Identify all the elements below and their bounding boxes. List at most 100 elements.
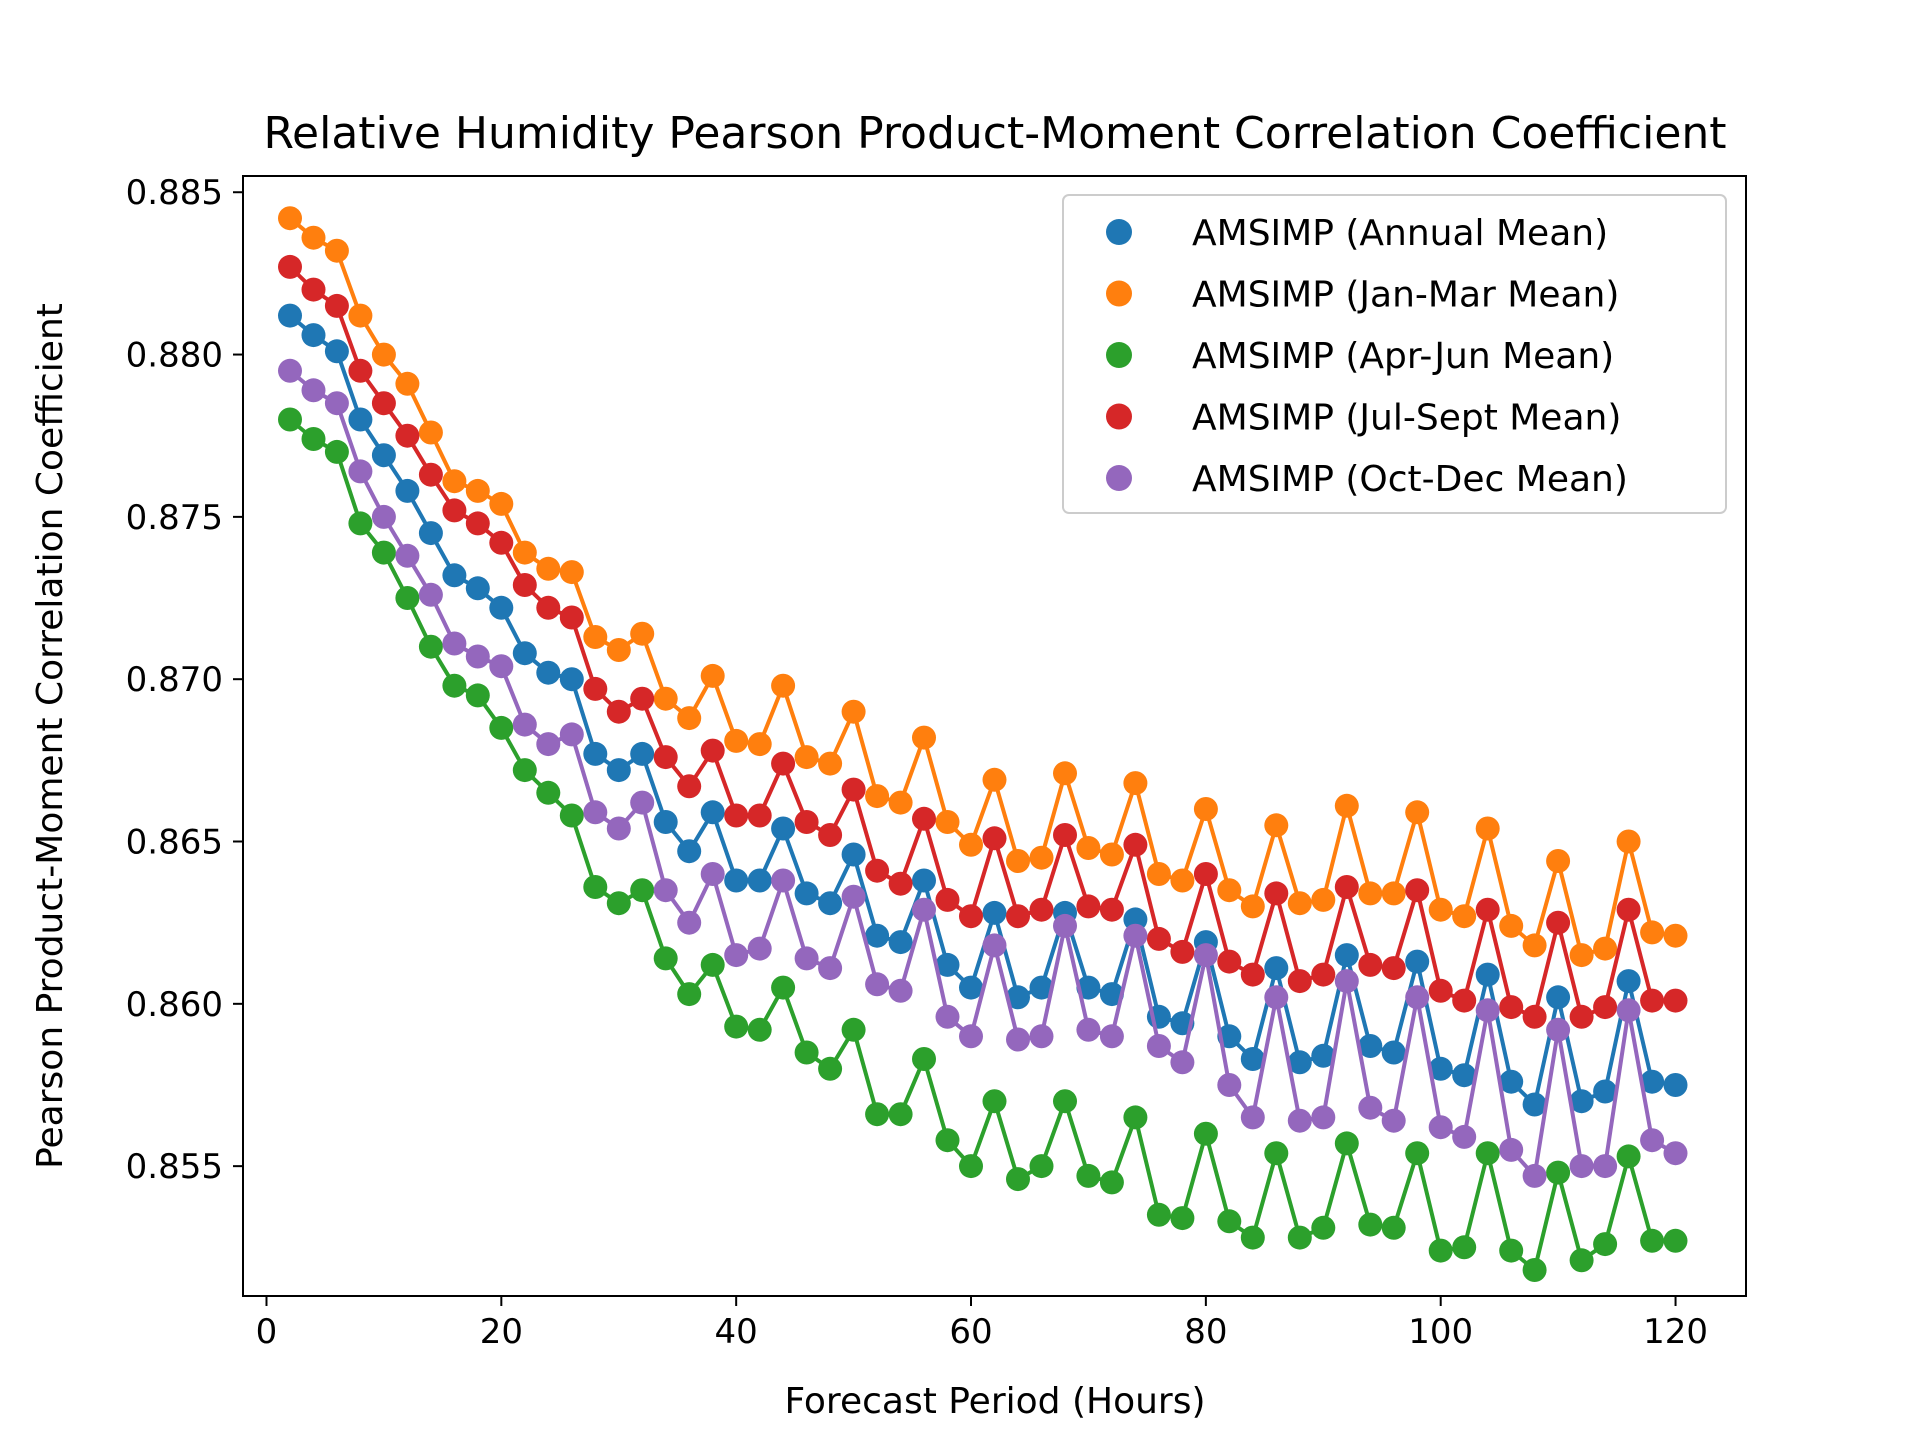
data-point <box>888 1102 913 1127</box>
x-tick-label: 100 <box>1408 1312 1473 1352</box>
data-point <box>324 391 349 416</box>
data-point <box>559 803 584 828</box>
data-point <box>489 530 514 555</box>
data-point <box>324 238 349 263</box>
data-point <box>1405 1141 1430 1166</box>
data-point <box>912 725 936 750</box>
data-point <box>1616 897 1641 922</box>
data-point <box>559 605 584 630</box>
data-point <box>1640 1069 1665 1094</box>
series-1 <box>278 303 1688 1117</box>
data-point <box>1475 962 1500 987</box>
data-point <box>371 540 396 565</box>
data-point <box>724 803 749 828</box>
data-point <box>1053 1089 1077 1114</box>
data-point <box>1616 998 1641 1023</box>
data-point <box>1099 1170 1124 1195</box>
data-point <box>442 563 467 588</box>
series-5 <box>278 358 1688 1188</box>
data-point <box>1287 1225 1312 1250</box>
x-tick-label: 20 <box>480 1312 523 1352</box>
data-point <box>1053 913 1077 938</box>
data-point <box>1381 1215 1406 1240</box>
legend-marker <box>1106 403 1132 430</box>
data-point <box>1264 813 1289 838</box>
legend-marker <box>1106 342 1132 368</box>
data-point <box>371 443 396 468</box>
data-point <box>982 826 1007 851</box>
data-point <box>1405 985 1430 1010</box>
data-point <box>301 277 326 302</box>
data-point <box>1240 894 1265 919</box>
data-point <box>1146 1202 1171 1227</box>
data-point <box>1358 1034 1383 1058</box>
data-point <box>747 732 772 757</box>
x-tick-label: 120 <box>1643 1312 1708 1352</box>
data-point <box>1428 897 1453 922</box>
legend-label: AMSIMP (Jan-Mar Mean) <box>1192 275 1619 316</box>
data-point <box>1076 836 1101 860</box>
data-point <box>583 625 608 649</box>
legend-label: AMSIMP (Oct-Dec Mean) <box>1192 459 1628 500</box>
data-point <box>278 358 302 383</box>
data-point <box>1475 1141 1500 1166</box>
data-point <box>724 1014 749 1039</box>
data-point <box>512 573 537 597</box>
data-point <box>841 777 866 802</box>
legend-marker <box>1106 219 1132 245</box>
data-point <box>324 339 349 364</box>
data-point <box>1663 988 1688 1013</box>
data-point <box>1217 949 1242 974</box>
data-point <box>1452 988 1477 1013</box>
data-point <box>278 254 302 279</box>
data-point <box>1029 975 1054 1000</box>
legend-label: AMSIMP (Apr-Jun Mean) <box>1192 336 1614 377</box>
data-point <box>771 816 796 841</box>
data-point <box>700 738 725 763</box>
data-point <box>912 806 936 831</box>
data-point <box>1146 862 1171 886</box>
data-point <box>1475 998 1500 1023</box>
data-point <box>865 1102 890 1127</box>
data-point <box>724 943 749 968</box>
x-axis: 0 20 40 60 80 100 120 <box>256 1296 1708 1352</box>
data-point <box>982 767 1007 792</box>
data-point <box>348 459 373 484</box>
data-point <box>935 887 960 912</box>
data-point <box>442 631 467 656</box>
legend-marker <box>1106 280 1132 307</box>
data-point <box>865 972 890 997</box>
data-point <box>536 732 561 757</box>
data-point <box>724 728 749 753</box>
data-point <box>1170 1050 1195 1075</box>
data-point <box>1381 956 1406 981</box>
data-point <box>1146 926 1171 951</box>
data-point <box>959 832 983 857</box>
data-point <box>935 952 960 977</box>
data-point <box>1358 1095 1383 1120</box>
data-point <box>1546 985 1571 1010</box>
data-point <box>489 654 514 679</box>
data-point <box>278 303 302 328</box>
data-point <box>1428 1238 1453 1263</box>
data-point <box>1334 943 1359 968</box>
data-point <box>888 790 913 815</box>
data-point <box>1334 969 1359 994</box>
data-point <box>442 673 467 698</box>
data-point <box>1569 1004 1594 1029</box>
data-point <box>912 897 936 922</box>
data-point <box>1381 881 1406 906</box>
y-axis-label: Pearson Product-Moment Correlation Coeff… <box>30 303 71 1169</box>
data-point <box>1123 832 1148 857</box>
data-point <box>1099 842 1124 867</box>
data-point <box>1029 897 1054 922</box>
data-point <box>1076 975 1101 1000</box>
data-point <box>418 582 443 607</box>
data-point <box>559 722 584 747</box>
data-point <box>771 868 796 893</box>
data-point <box>959 904 983 929</box>
y-tick-label: 0.875 <box>126 498 223 538</box>
data-point <box>1240 1105 1265 1130</box>
data-point <box>1663 1073 1688 1097</box>
data-point <box>1193 797 1218 821</box>
